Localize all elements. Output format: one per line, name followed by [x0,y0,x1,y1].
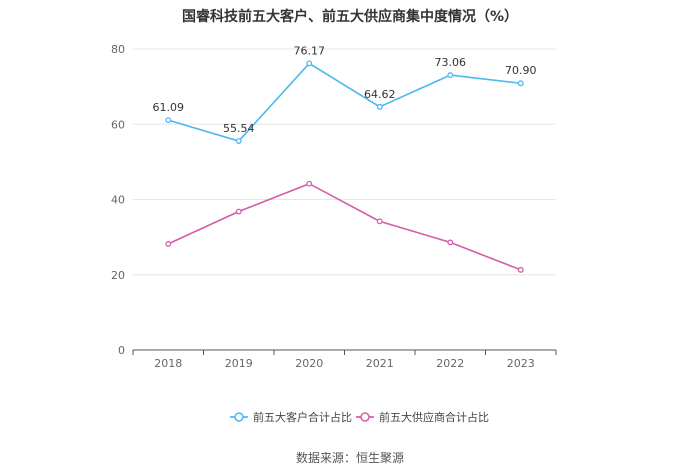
data-point [306,180,313,187]
series-group: 61.09 55.54 76.17 64.62 73.06 70.90 [153,44,537,273]
data-label: 73.06 [435,56,467,69]
data-point [165,117,172,124]
x-axis: 2018 2019 2020 2021 2022 2023 [132,349,557,370]
x-tick-label: 2023 [507,357,535,370]
data-label: 55.54 [223,122,255,135]
series-line [167,182,522,271]
y-tick-label: 60 [111,118,125,131]
data-label: 61.09 [153,101,185,114]
y-axis-ticks: 0 20 40 60 80 [111,43,125,357]
data-point [165,240,172,247]
data-point [447,239,454,246]
chart-title: 国睿科技前五大客户、前五大供应商集中度情况（%） [181,9,519,25]
x-tick-label: 2018 [154,357,182,370]
data-label: 70.90 [505,64,537,77]
legend: 前五大客户合计占比 前五大供应商合计占比 [230,410,489,424]
x-tick-label: 2022 [436,357,464,370]
data-label: 64.62 [364,88,396,101]
grid-lines [133,48,556,276]
y-tick-label: 0 [118,344,125,357]
data-source: 数据来源：恒生聚源 [295,451,404,465]
data-point [235,208,242,215]
legend-label: 前五大供应商合计占比 [379,410,489,424]
data-point [517,80,524,87]
data-point [376,218,383,225]
data-point [517,266,524,273]
data-label: 76.17 [294,44,326,57]
data-point [235,138,242,144]
data-point [376,103,383,110]
data-point [306,60,313,67]
data-point [447,72,454,79]
legend-swatch-marker [360,412,370,422]
series-line [168,62,521,142]
y-tick-label: 80 [111,43,125,56]
y-tick-label: 40 [111,194,125,207]
x-tick-label: 2021 [366,357,394,370]
legend-swatch-marker [234,412,244,422]
x-tick-label: 2019 [225,357,253,370]
y-tick-label: 20 [111,269,125,282]
legend-label: 前五大客户合计占比 [253,410,352,424]
x-tick-label: 2020 [295,357,323,370]
